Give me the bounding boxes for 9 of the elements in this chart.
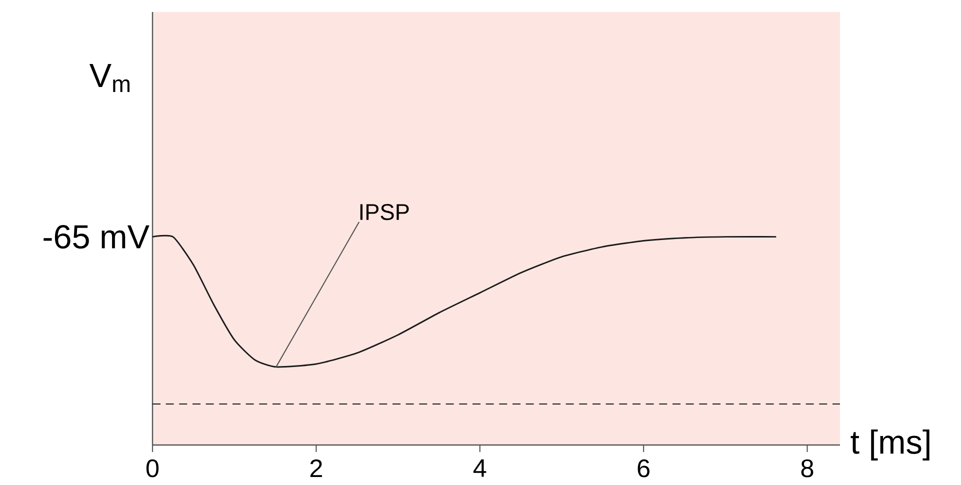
x-tick-label: 2 [310,459,322,478]
y-axis-title: V$_{m}$ [89,64,130,92]
annotation: IPSP [360,204,409,220]
x-tick-label: 0 [146,459,159,478]
x-axis-title: t [ms] [850,429,930,461]
annotation: -65 mV [44,225,150,249]
x-tick-label: 8 [801,459,814,478]
x-tick-label: 4 [473,459,486,477]
x-tick-label: 6 [638,459,650,478]
